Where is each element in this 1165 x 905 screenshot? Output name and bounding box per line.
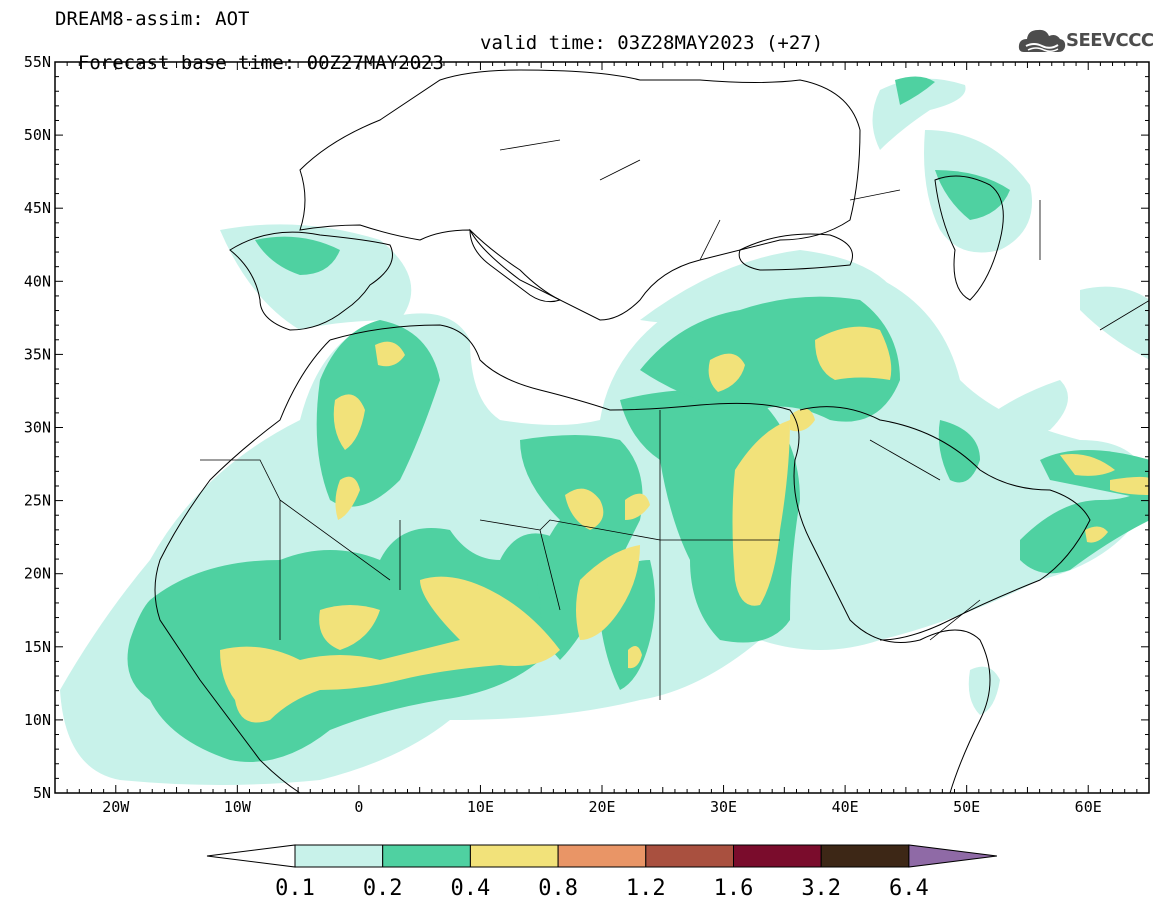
- colorbar-segment: [469, 844, 559, 868]
- forecast-time-line: Forecast base time: 00Z27MAY2023 valid t…: [55, 33, 823, 93]
- cloud-logo-icon: [1018, 29, 1066, 53]
- valid-time-text: valid time: 03Z28MAY2023 (+27): [480, 32, 824, 54]
- longitude-label: 0: [354, 798, 363, 816]
- iberia-coast: [229, 231, 393, 331]
- longitude-label: 30E: [710, 798, 737, 816]
- latitude-label: 35N: [24, 345, 51, 363]
- colorbar-level-label: 3.2: [801, 876, 841, 901]
- aot-band-0.4-0.8: [220, 326, 1149, 723]
- colorbar-over-triangle: [908, 844, 997, 868]
- coastline-layer: [154, 69, 1149, 793]
- italy-coast: [469, 228, 562, 303]
- latitude-label: 45N: [24, 199, 51, 217]
- longitude-label: 20W: [102, 798, 130, 816]
- africa-west-coast: [154, 339, 331, 793]
- longitude-labels: 20W 10W 0 10E 20E 30E 40E 50E 60E: [102, 798, 1102, 816]
- latitude-label: 55N: [24, 53, 51, 71]
- colorbar-segment: [557, 844, 647, 868]
- latitude-label: 30N: [24, 419, 51, 437]
- base-time-text: Forecast base time: 00Z27MAY2023: [77, 52, 444, 74]
- longitude-label: 60E: [1075, 798, 1102, 816]
- colorbar-segment: [294, 844, 384, 868]
- national-borders: [200, 139, 1149, 700]
- colorbar-level-label: 0.2: [363, 876, 403, 901]
- latitude-label: 5N: [33, 784, 51, 802]
- caspian-coast: [934, 175, 1004, 301]
- arabia-coast: [799, 406, 1091, 641]
- colorbar: 0.1 0.2 0.4 0.8 1.2 1.6 3.2 6.4: [206, 844, 997, 901]
- colorbar-level-label: 1.2: [626, 876, 666, 901]
- colorbar-level-label: 6.4: [889, 876, 929, 901]
- black-sea-coast: [738, 233, 853, 271]
- longitude-label: 20E: [588, 798, 615, 816]
- colorbar-level-label: 0.1: [275, 876, 315, 901]
- longitude-label: 10E: [467, 798, 494, 816]
- longitude-label: 40E: [832, 798, 859, 816]
- colorbar-level-label: 0.4: [451, 876, 491, 901]
- longitude-label: 10W: [224, 798, 252, 816]
- seevccc-logo: SEEVCCC: [1018, 24, 1158, 58]
- colorbar-under-triangle: [206, 844, 296, 868]
- colorbar-segment: [733, 844, 822, 868]
- africa-north-coast: [329, 324, 991, 793]
- logo-text: SEEVCCC: [1066, 30, 1154, 51]
- latitude-label: 10N: [24, 711, 51, 729]
- colorbar-segment: [820, 844, 910, 868]
- latitude-label: 40N: [24, 272, 51, 290]
- map-title: DREAM8-assim: AOT: [55, 8, 250, 30]
- aot-field-layer: [60, 76, 1149, 785]
- axis-ticks: [54, 61, 1150, 794]
- latitude-labels: 55N 50N 45N 40N 35N 30N 25N 20N 15N 10N 5N: [24, 53, 51, 802]
- longitude-label: 50E: [953, 798, 980, 816]
- europe-coast: [299, 69, 861, 321]
- latitude-label: 15N: [24, 638, 51, 656]
- latitude-label: 50N: [24, 126, 51, 144]
- colorbar-segment: [382, 844, 471, 868]
- latitude-label: 20N: [24, 565, 51, 583]
- colorbar-segment: [645, 844, 734, 868]
- colorbar-level-label: 1.6: [714, 876, 754, 901]
- colorbar-level-label: 0.8: [538, 876, 578, 901]
- latitude-label: 25N: [24, 492, 51, 510]
